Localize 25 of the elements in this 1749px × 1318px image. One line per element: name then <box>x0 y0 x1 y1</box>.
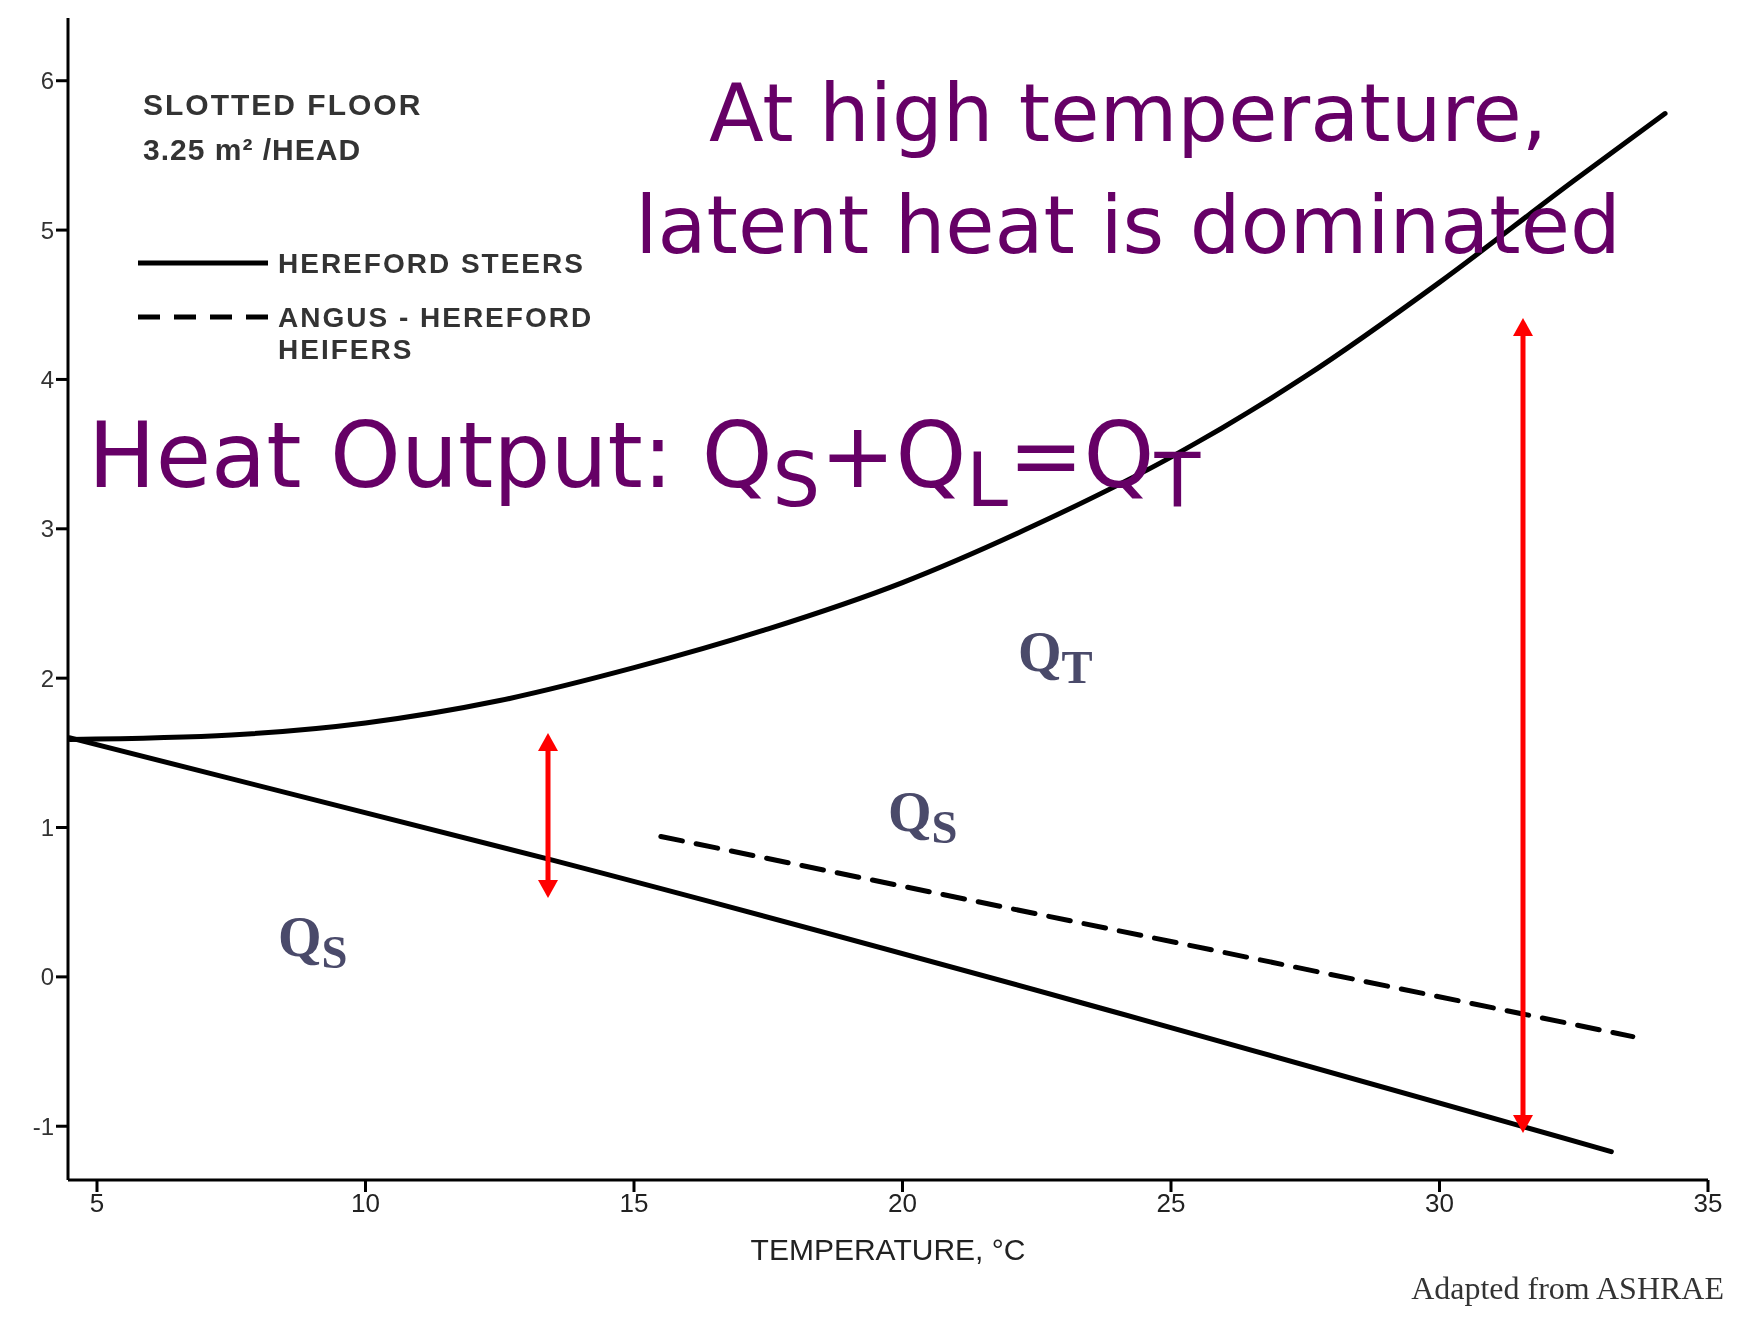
y-tick-label: 4 <box>40 365 54 393</box>
annotation: Q$_{T}$ <box>998 618 1113 697</box>
x-tick-label: 20 <box>888 1188 917 1219</box>
x-axis-title: TEMPERATURE, °C <box>750 1233 1026 1266</box>
x-tick-label: 35 <box>1693 1188 1723 1219</box>
x-tick-label: 10 <box>351 1188 380 1219</box>
x-tick-label: 25 <box>1156 1188 1186 1219</box>
x-tick-label: 15 <box>619 1188 649 1219</box>
annotation: Q$_{S}$ <box>868 778 978 857</box>
annotation: 3.25 m² /HEAD <box>143 133 362 167</box>
y-tick-label: 0 <box>40 963 54 991</box>
y-tick-label: 3 <box>40 515 54 543</box>
y-tick-label: 2 <box>40 664 54 692</box>
x-tick-label: 5 <box>89 1188 105 1219</box>
annotation: Q$_{S}$ <box>258 903 368 982</box>
annotation: Heat Output: Q$_{S}$+Q$_{L}$=Q$_{T}$ <box>88 403 1201 524</box>
legend-label: ANGUS - HEREFORD HEIFERS <box>278 302 595 367</box>
y-tick-label: 5 <box>40 216 54 244</box>
y-tick-label: -1 <box>32 1112 54 1140</box>
annotation: SLOTTED FLOOR <box>143 88 423 122</box>
y-tick-label: 1 <box>40 814 54 842</box>
y-tick-label: 6 <box>40 67 54 95</box>
legend-label: HEREFORD STEERS <box>278 248 585 279</box>
x-tick-label: 30 <box>1425 1188 1454 1219</box>
text: Adapted from ASHRAE <box>1411 1270 1724 1307</box>
